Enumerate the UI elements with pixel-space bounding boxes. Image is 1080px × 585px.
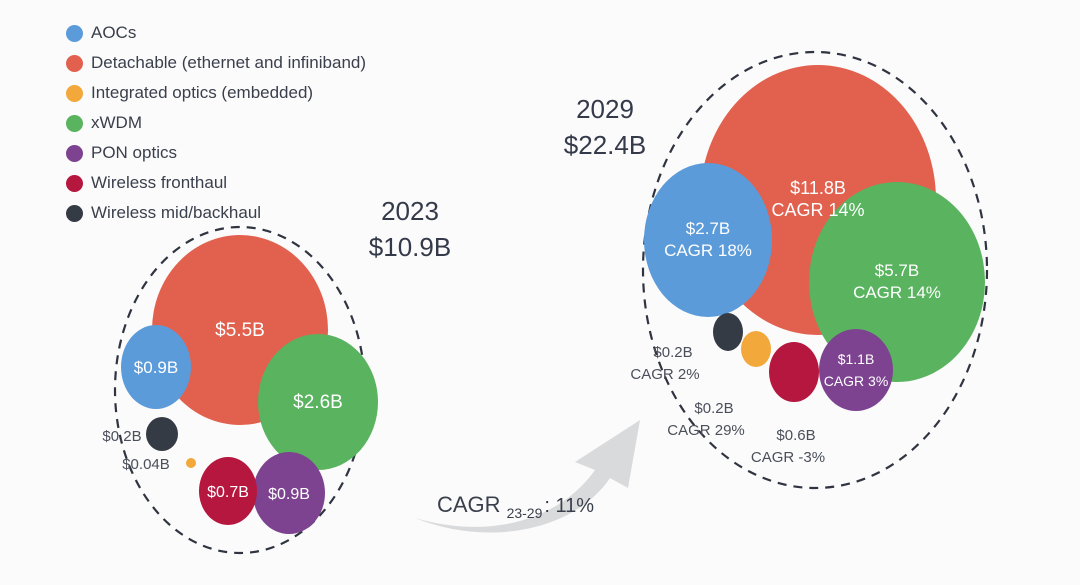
legend-swatch <box>66 144 83 162</box>
bubble-value-label: $0.2B <box>102 428 141 445</box>
bubble-cagr-label: CAGR 3% <box>824 373 889 389</box>
legend-item-pon: PON optics <box>66 138 366 168</box>
bubble-cagr-label: CAGR 29% <box>667 422 745 439</box>
legend-swatch <box>66 84 83 102</box>
legend-swatch <box>66 114 83 132</box>
legend-label: xWDM <box>91 113 142 132</box>
legend-item-aoc: AOCs <box>66 18 366 48</box>
bubble-midhaul <box>146 417 178 451</box>
bubble-aoc <box>644 163 772 317</box>
bubble-value-label: $5.7B <box>875 261 919 280</box>
bubble-cagr-label: CAGR 18% <box>664 241 752 260</box>
cagr-annotation-value: : 11% <box>544 495 594 517</box>
bubble-value-label: $0.7B <box>207 484 249 501</box>
bubble-cagr-label: CAGR 14% <box>771 200 864 220</box>
bubble-group-2029 <box>641 50 989 490</box>
legend-label: Wireless fronthaul <box>91 173 228 192</box>
total-market-outline <box>641 50 989 490</box>
bubble-integrated <box>741 331 771 367</box>
legend-swatch <box>66 174 83 192</box>
bubble-aoc <box>121 325 191 409</box>
bubble-midhaul <box>713 313 743 351</box>
legend-label: Wireless mid/backhaul <box>91 203 262 222</box>
legend-item-midhaul: Wireless mid/backhaul <box>66 198 366 228</box>
legend-item-integrated: Integrated optics (embedded) <box>66 78 366 108</box>
legend-label: AOCs <box>91 23 137 42</box>
bubble-pon <box>819 329 893 411</box>
chart-legend: AOCs Detachable (ethernet and infiniband)… <box>66 18 366 228</box>
legend-item-fronthaul: Wireless fronthaul <box>66 168 366 198</box>
group-total-label: $10.9B <box>369 232 451 262</box>
bubble-value-label: $0.2B <box>694 400 733 417</box>
legend-swatch <box>66 204 83 222</box>
bubble-value-label: $11.8B <box>790 178 846 198</box>
bubble-value-label: $0.9B <box>134 358 178 377</box>
group-year-label: 2023 <box>381 196 439 226</box>
legend-item-xwdm: xWDM <box>66 108 366 138</box>
bubble-fronthaul <box>199 457 257 525</box>
bubble-value-label: $0.04B <box>122 456 170 473</box>
legend-swatch <box>66 24 83 42</box>
group-total-label: $22.4B <box>564 130 646 160</box>
legend-item-detachable: Detachable (ethernet and infiniband) <box>66 48 366 78</box>
bubble-value-label: $2.6B <box>293 392 343 413</box>
bubble-cagr-label: CAGR 14% <box>853 283 941 302</box>
legend-swatch <box>66 54 83 72</box>
bubble-value-label: $0.2B <box>653 344 692 361</box>
bubble-value-label: $0.9B <box>268 486 310 503</box>
bubble-pon <box>253 452 325 534</box>
legend-label: PON optics <box>91 143 177 162</box>
bubble-value-label: $2.7B <box>686 219 730 238</box>
bubble-cagr-label: CAGR -3% <box>751 449 825 466</box>
bubble-xwdm <box>258 334 378 470</box>
group-year-label: 2029 <box>576 94 634 124</box>
bubble-cagr-label: CAGR 2% <box>630 366 699 383</box>
legend-label: Detachable (ethernet and infiniband) <box>91 53 367 72</box>
bubble-value-label: $1.1B <box>838 351 875 367</box>
bubble-value-label: $5.5B <box>215 320 265 341</box>
cagr-annotation: CAGR 23-29: 11% <box>437 492 594 521</box>
growth-arrow-icon <box>415 420 640 533</box>
bubble-fronthaul <box>769 342 819 402</box>
legend-label: Integrated optics (embedded) <box>91 83 314 102</box>
cagr-annotation-period: 23-29 <box>507 505 543 521</box>
bubble-integrated <box>186 458 196 468</box>
bubble-value-label: $0.6B <box>776 427 815 444</box>
bubble-group-2023 <box>113 225 378 555</box>
cagr-annotation-label: CAGR <box>437 492 501 517</box>
